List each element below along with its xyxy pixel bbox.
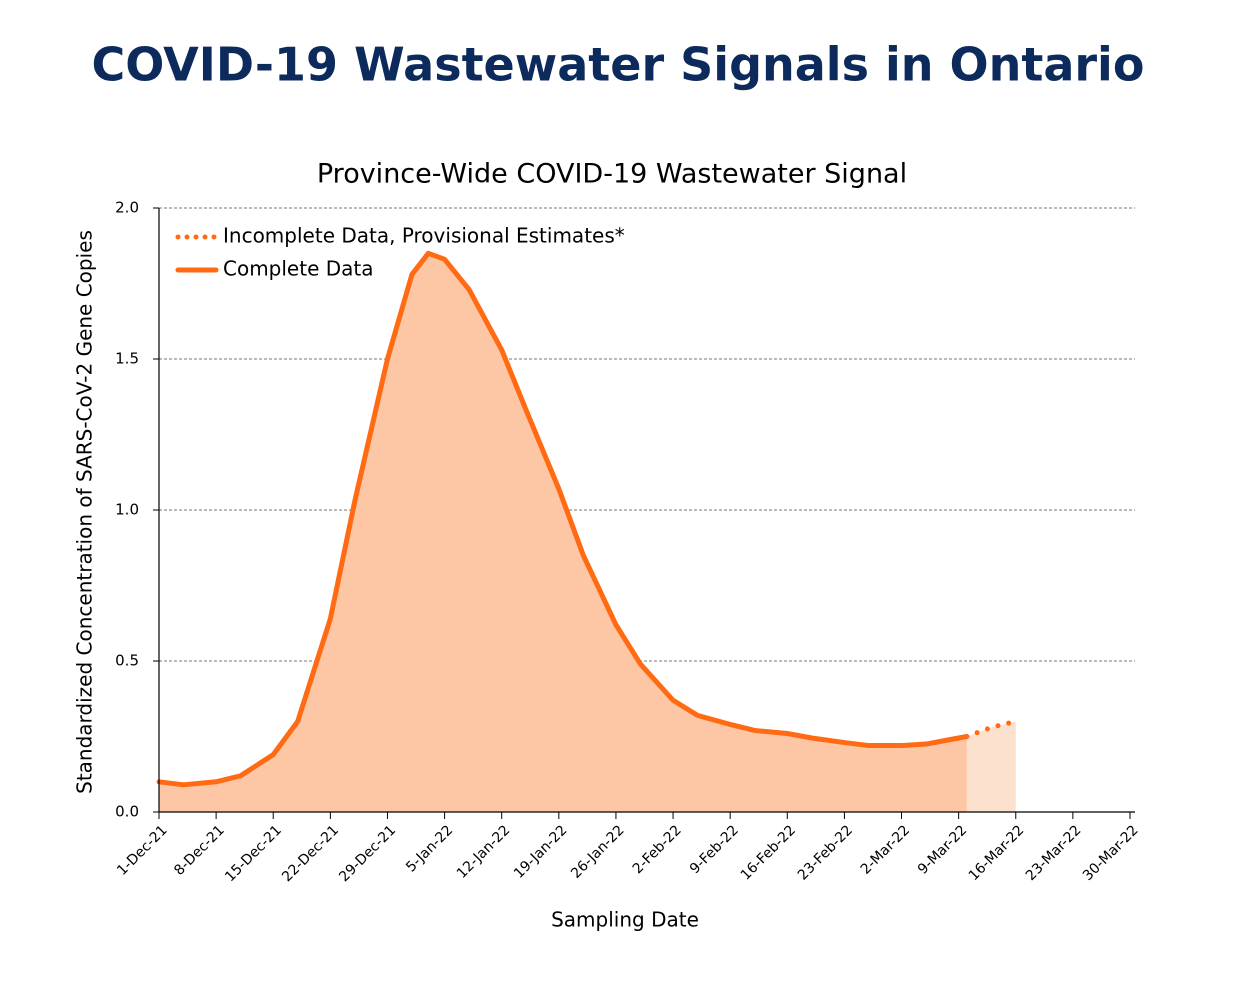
page-title: COVID-19 Wastewater Signals in Ontario xyxy=(92,38,1145,92)
x-tick-label: 23-Feb-22 xyxy=(795,822,856,883)
y-tick-label: 0.0 xyxy=(115,803,139,821)
line xyxy=(964,718,1019,739)
y-tick-label: 0.5 xyxy=(115,652,139,670)
chart-title: Province-Wide COVID-19 Wastewater Signal xyxy=(317,159,907,190)
area xyxy=(966,721,1016,812)
x-tick-label: 2-Feb-22 xyxy=(630,822,685,877)
y-tick-label: 1.5 xyxy=(115,350,139,368)
x-tick-label: 22-Dec-21 xyxy=(279,822,342,885)
x-tick-label: 9-Feb-22 xyxy=(687,822,742,877)
x-tick-label: 2-Mar-22 xyxy=(858,822,913,877)
x-tick-label: 1-Dec-21 xyxy=(114,822,171,879)
x-tick-label: 26-Jan-22 xyxy=(568,822,627,881)
x-tick-label: 16-Mar-22 xyxy=(966,822,1028,884)
x-tick-label: 8-Dec-21 xyxy=(171,822,228,879)
legend-label: Complete Data xyxy=(223,257,374,281)
y-tick-label: 1.0 xyxy=(115,501,139,519)
x-tick-label: 23-Mar-22 xyxy=(1023,822,1085,884)
y-tick-label: 2.0 xyxy=(115,199,139,217)
x-tick-label: 19-Jan-22 xyxy=(511,822,570,881)
legend-label: Incomplete Data, Provisional Estimates* xyxy=(223,224,625,248)
x-tick-label: 30-Mar-22 xyxy=(1080,822,1142,884)
x-tick-label: 9-Mar-22 xyxy=(915,822,970,877)
area xyxy=(159,253,967,813)
x-axis-label: Sampling Date xyxy=(551,908,699,932)
line xyxy=(156,250,970,788)
x-tick-label: 12-Jan-22 xyxy=(454,822,513,881)
x-tick-label: 29-Dec-21 xyxy=(336,822,399,885)
x-tick-label: 16-Feb-22 xyxy=(738,822,799,883)
x-tick-label: 5-Jan-22 xyxy=(403,822,456,875)
x-tick-label: 15-Dec-21 xyxy=(222,822,285,885)
y-axis-label: Standardized Concentration of SARS-CoV-2… xyxy=(73,230,97,794)
